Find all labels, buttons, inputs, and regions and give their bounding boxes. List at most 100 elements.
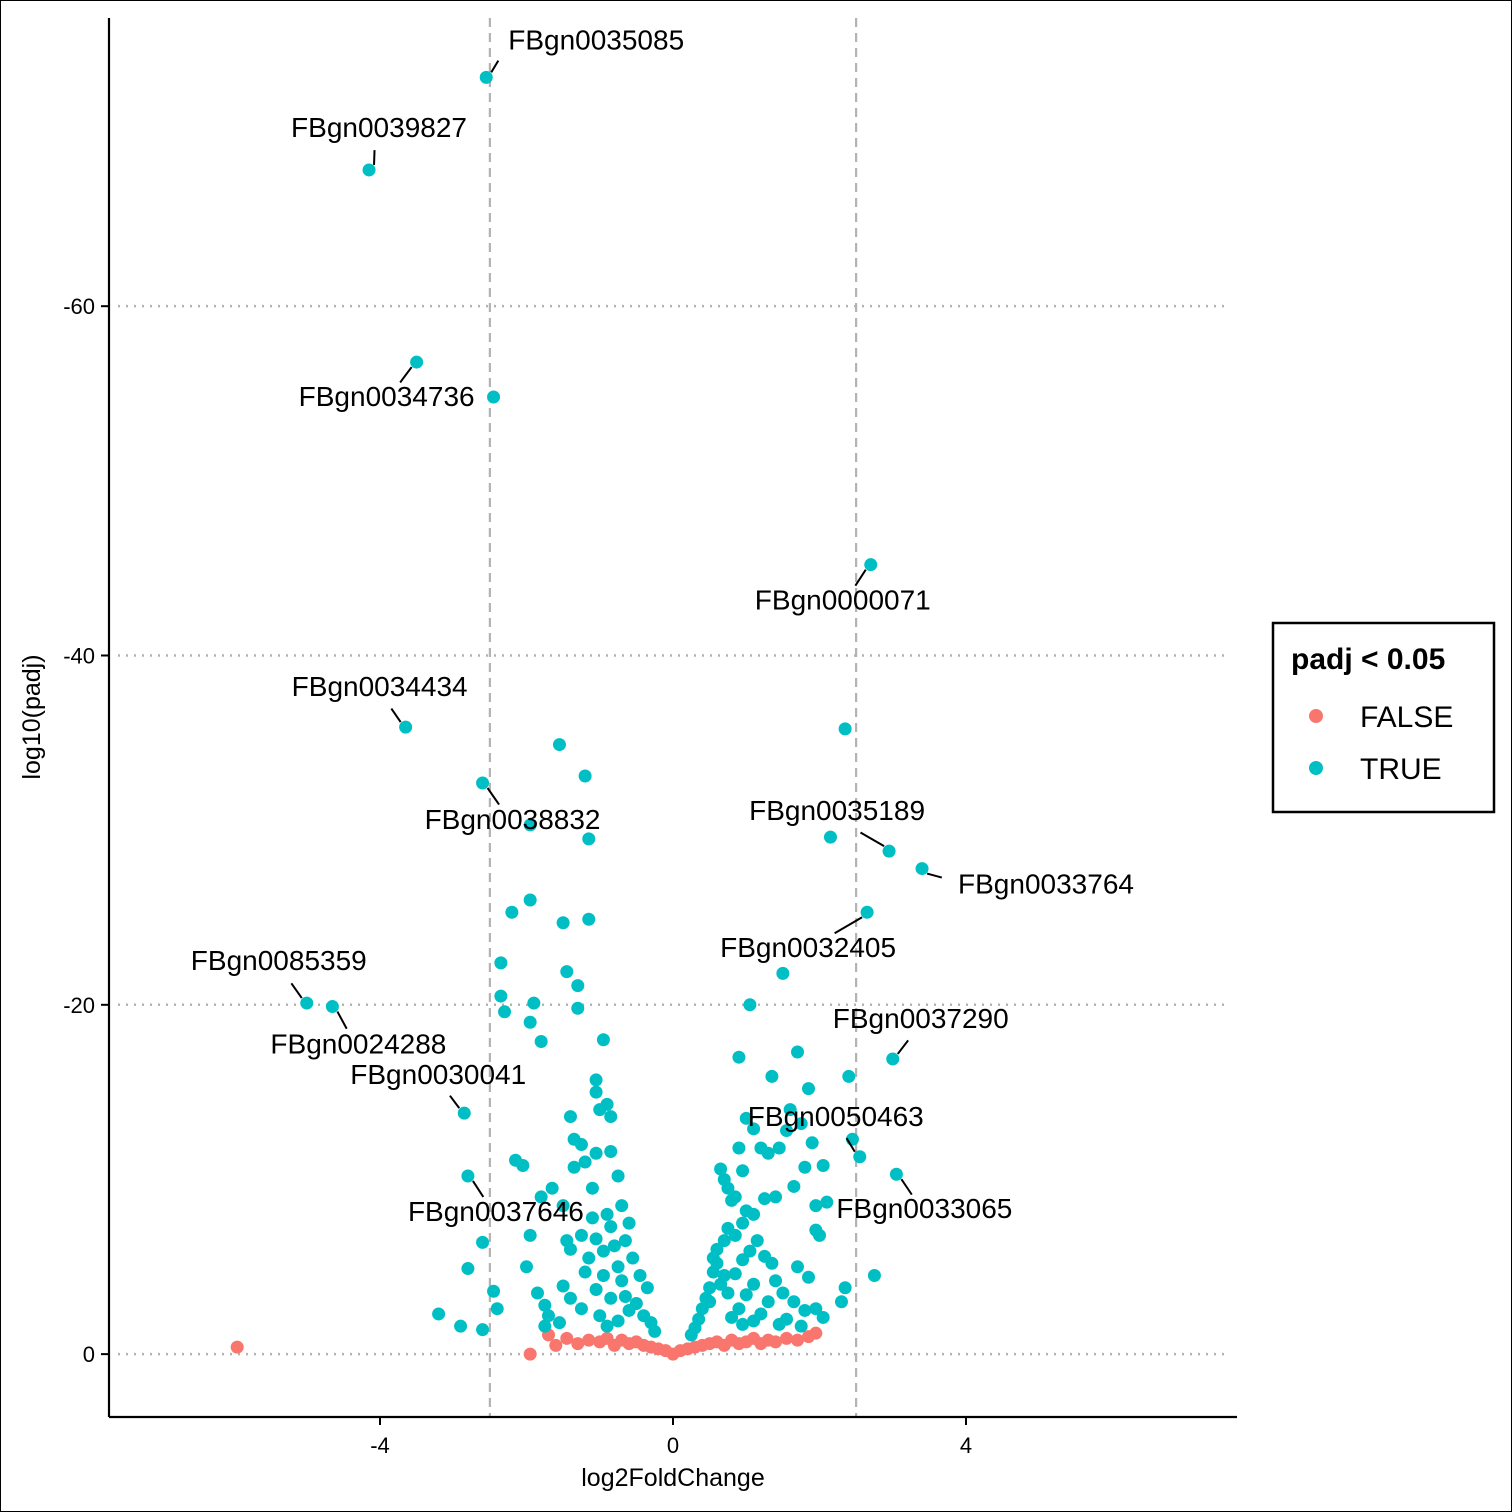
data-point [747,1277,761,1291]
label-leader [900,1178,913,1196]
data-point [787,1179,801,1193]
label-leader [472,1180,485,1198]
data-point [640,1281,654,1295]
point-label: FBgn0033764 [958,869,1134,900]
data-point [626,1251,640,1265]
data-point [769,1190,783,1204]
data-point [820,1195,834,1209]
data-point [798,1303,812,1317]
point-label: FBgn0085359 [191,945,367,976]
data-point [600,1319,614,1333]
data-point [596,1033,610,1047]
label-leader [490,60,500,73]
data-point [534,1190,548,1204]
data-point [853,1150,867,1164]
data-point [611,1169,625,1183]
data-point [842,1069,856,1083]
data-point [578,1265,592,1279]
data-point [889,1167,903,1181]
data-point [776,1286,790,1300]
data-point [432,1307,446,1321]
data-point [563,1242,577,1256]
data-point [809,1199,823,1213]
data-point [805,1136,819,1150]
point-label: FBgn0034434 [292,671,468,702]
data-point [534,1034,548,1048]
data-point [574,1302,588,1316]
data-point [743,998,757,1012]
data-point [589,1085,603,1099]
data-point [739,1111,753,1125]
label-leader [859,831,885,847]
data-point [230,1340,244,1354]
data-point [476,1235,490,1249]
data-point [571,1337,585,1351]
data-point [791,1260,805,1274]
data-point [772,1317,786,1331]
point-label: FBgn0030041 [350,1059,526,1090]
legend-label: TRUE [1360,753,1442,786]
data-point [523,1228,537,1242]
data-point [769,1335,783,1349]
data-point [399,720,413,734]
data-point [618,1289,632,1303]
y-tick-label: -40 [63,643,95,668]
data-point [505,905,519,919]
label-leader [390,707,402,723]
data-point [615,1274,629,1288]
data-point [915,862,929,876]
point-label: FBgn0039827 [291,112,467,143]
data-point [457,1106,471,1120]
data-point [615,1199,629,1213]
data-point [732,1141,746,1155]
label-leader [336,1011,348,1030]
data-point [721,1221,735,1235]
y-tick-label: -20 [63,993,95,1018]
data-point [479,70,493,84]
data-point [802,1082,816,1096]
data-point [556,916,570,930]
data-point [520,1260,534,1274]
data-point [622,1216,636,1230]
data-point [527,996,541,1010]
x-tick-label: 0 [667,1433,679,1458]
data-point [780,1331,794,1345]
x-tick-label: 4 [960,1433,972,1458]
data-point [523,1347,537,1361]
data-point [593,1309,607,1323]
data-point [563,1110,577,1124]
data-point [838,1281,852,1295]
data-point [582,1251,596,1265]
data-point [538,1319,552,1333]
data-point [541,1309,555,1323]
data-point [604,1145,618,1159]
y-tick-label: -60 [63,294,95,319]
data-point [476,1323,490,1337]
point-label: FBgn0032405 [720,932,896,963]
data-point [864,558,878,572]
data-point [604,1110,618,1124]
data-point [589,1073,603,1087]
data-point [461,1262,475,1276]
data-point [791,1333,805,1347]
data-point [809,1302,823,1316]
data-point [882,844,896,858]
data-point [706,1265,720,1279]
data-point [530,1286,544,1300]
data-point [494,956,508,970]
data-point [596,1269,610,1283]
data-point [725,1310,739,1324]
data-point [560,1331,574,1345]
data-point [772,1141,786,1155]
data-point [593,1103,607,1117]
label-leader [845,1137,856,1153]
data-point [574,1138,588,1152]
point-label: FBgn0000071 [755,585,931,616]
legend-key-false [1309,709,1323,723]
y-axis-title: log10(padj) [18,654,46,779]
data-point [611,1314,625,1328]
data-point [560,965,574,979]
data-point [747,1122,761,1136]
data-point [461,1169,475,1183]
label-leader [896,1039,909,1055]
